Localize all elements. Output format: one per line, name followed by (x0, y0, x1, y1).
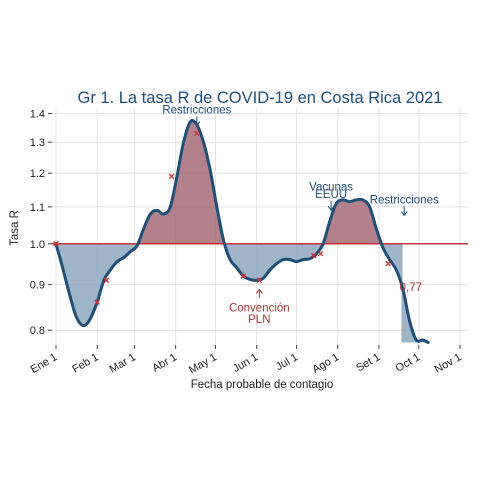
annotation-label: Convención (229, 302, 290, 314)
y-tick-label: 1.3 (30, 137, 45, 149)
area-above-reference (138, 120, 382, 244)
highlight-marker (385, 260, 392, 267)
highlight-marker (311, 252, 317, 259)
highlight-marker (94, 299, 100, 305)
y-tick-labels: 0.8 0.9 1.0 1.1 1.2 1.3 1.4 (30, 108, 52, 337)
x-tick-label: Jul 1 (274, 351, 300, 373)
x-tick-label: May 1 (187, 351, 219, 376)
x-axis-title: Fecha probable de contagio (191, 379, 334, 391)
x-tick-label: Oct 1 (394, 351, 423, 375)
y-tick-label: 1.0 (30, 239, 45, 251)
y-tick-label: 1.2 (30, 168, 45, 180)
x-tick-label: Ene 1 (29, 351, 60, 376)
highlight-marker (53, 241, 59, 247)
y-tick-label: 0.9 (30, 280, 45, 292)
highlight-marker (240, 273, 247, 279)
highlight-marker (256, 277, 263, 284)
annotation-arrowhead (400, 211, 408, 217)
x-tick-label: Nov 1 (433, 351, 464, 376)
annotation-label: 0,77 (400, 282, 422, 294)
x-tick-label: Ago 1 (310, 351, 341, 376)
highlight-marker (194, 130, 200, 137)
annotation-label: EEUU (315, 189, 347, 201)
y-tick-label: 1.4 (30, 108, 45, 120)
highlight-marker (168, 173, 175, 180)
annotation-label: Vacunas (309, 182, 353, 194)
gridlines (52, 108, 468, 345)
highlight-marker (317, 250, 324, 257)
annotation-arrowhead (255, 288, 263, 294)
annotation-arrowhead (327, 205, 335, 212)
chart-title: Gr 1. La tasa R de COVID-19 en Costa Ric… (77, 89, 442, 107)
highlight-marker (103, 277, 110, 284)
x-tick-label: Mar 1 (108, 351, 138, 375)
x-tick-label: Set 1 (354, 351, 382, 374)
x-tick-labels: Ene 1 Feb 1 Mar 1 Abr 1 May 1 Jun 1 Jul 1 Ago 1… (29, 345, 464, 377)
annotation-label: PLN (248, 314, 270, 326)
y-tick-label: 1.1 (30, 202, 45, 214)
annotation-arrowhead (193, 121, 201, 127)
y-axis-title: Tasa R (9, 210, 21, 246)
y-tick-label: 0.8 (30, 325, 45, 337)
x-tick-label: Feb 1 (70, 351, 100, 375)
annotation-label: Restricciones (370, 194, 439, 206)
x-tick-label: Abr 1 (150, 351, 179, 375)
area-below-reference (55, 243, 429, 343)
annotation-label: Restricciones (162, 104, 231, 116)
x-tick-label: Jun 1 (231, 351, 260, 375)
highlight-markers (53, 130, 392, 305)
